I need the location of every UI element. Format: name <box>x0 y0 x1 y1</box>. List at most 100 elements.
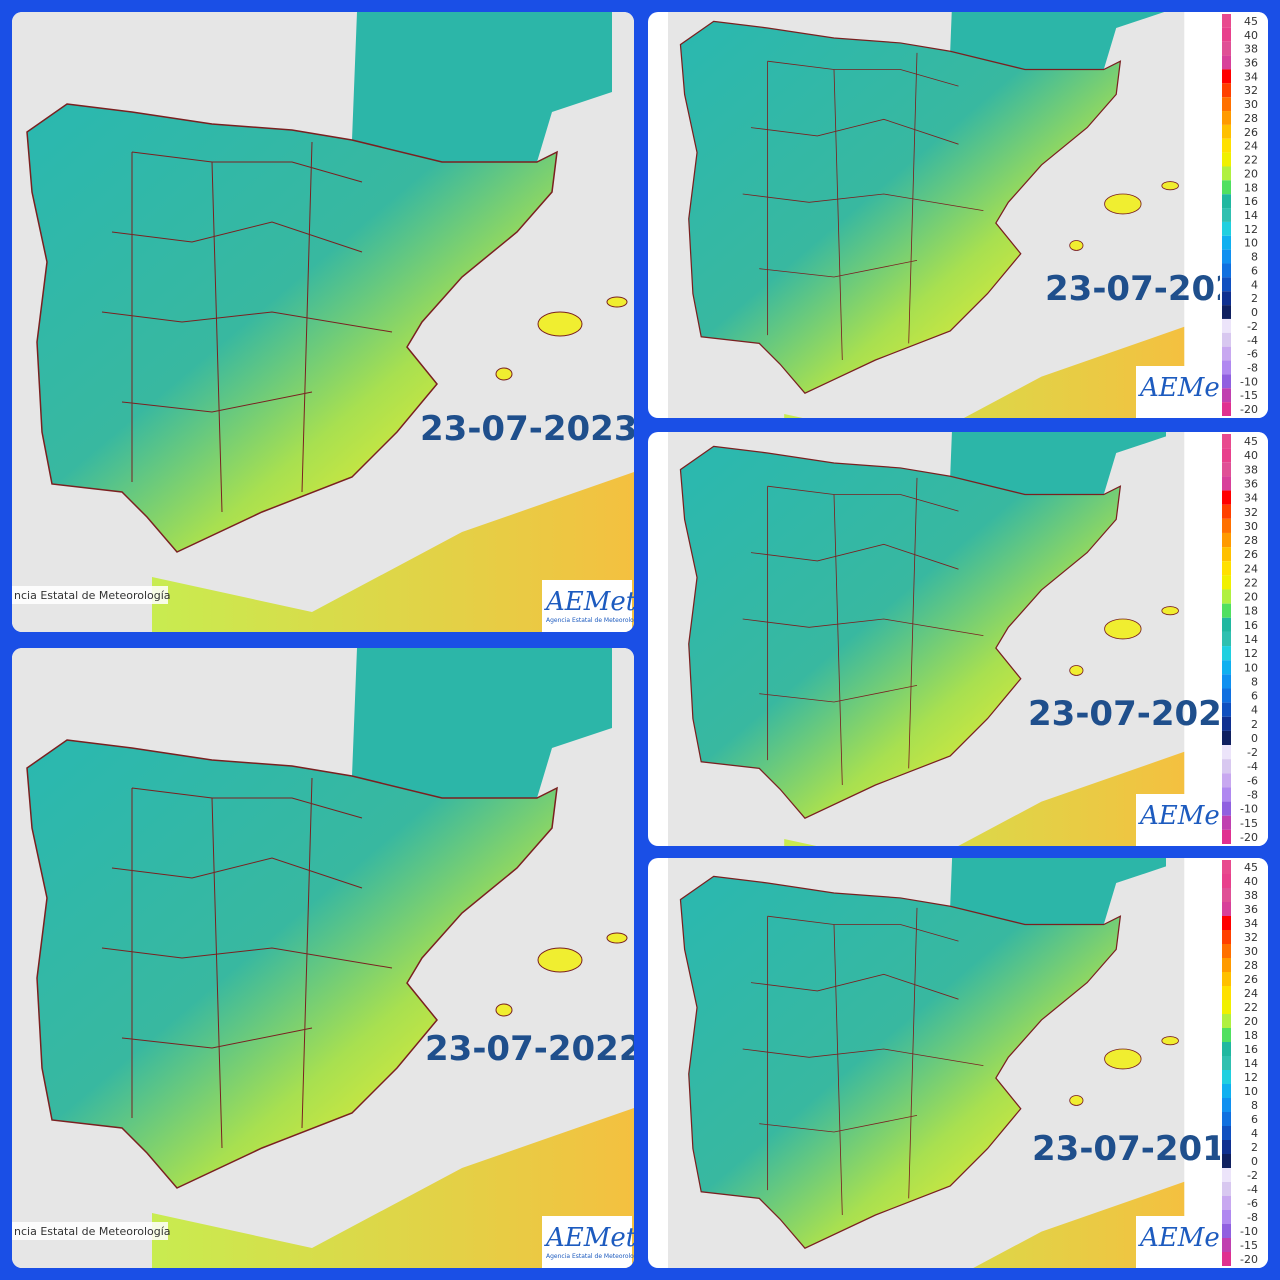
legend-label: 38 <box>1244 43 1258 56</box>
legend-swatch <box>1222 603 1231 618</box>
legend-label: -2 <box>1247 320 1258 333</box>
legend-swatch <box>1222 208 1231 222</box>
legend-swatch <box>1222 291 1231 306</box>
legend-label: 45 <box>1244 435 1258 448</box>
map <box>667 12 1185 418</box>
legend-label: 40 <box>1244 29 1258 42</box>
legend-label: -4 <box>1247 760 1258 773</box>
legend-swatch <box>1222 759 1231 774</box>
date-label: 23-07-2023 <box>420 409 637 449</box>
map-panel: 23-07-2020AEMet4540383634323028262422201… <box>648 432 1268 846</box>
legend-label: 36 <box>1244 57 1258 70</box>
legend-label: 6 <box>1251 1113 1258 1126</box>
logo-subtitle: Agencia Estatal de Meteorología <box>546 1253 643 1260</box>
legend-swatch <box>1222 1210 1231 1224</box>
legend-swatch <box>1222 1140 1231 1154</box>
legend-label: 28 <box>1244 959 1258 972</box>
legend-swatch <box>1222 235 1231 250</box>
legend-swatch <box>1222 902 1231 916</box>
legend-label: 28 <box>1244 534 1258 547</box>
legend-label: -15 <box>1240 389 1258 402</box>
logo-box <box>542 1216 632 1268</box>
logo-subtitle: Agencia Estatal de Meteorología <box>546 617 643 624</box>
legend-label: 40 <box>1244 449 1258 462</box>
legend-label: 22 <box>1244 154 1258 167</box>
legend-label: 20 <box>1244 167 1258 180</box>
legend-swatch <box>1222 318 1231 333</box>
legend-swatch <box>1222 888 1231 902</box>
legend-swatch <box>1222 249 1231 264</box>
legend-swatch <box>1222 166 1231 181</box>
legend-label: -10 <box>1240 803 1258 816</box>
legend-label: -4 <box>1247 334 1258 347</box>
legend-swatch <box>1222 787 1231 802</box>
logo-box <box>542 580 632 632</box>
legend-swatch <box>1222 916 1231 930</box>
legend-swatch <box>1222 860 1231 874</box>
logo-box <box>1136 1216 1226 1268</box>
legend-label: 22 <box>1244 576 1258 589</box>
legend-swatch <box>1222 1112 1231 1126</box>
logo: AEMet <box>1138 373 1231 403</box>
legend-label: 16 <box>1244 1043 1258 1056</box>
legend-swatch <box>1222 83 1231 98</box>
legend-swatch <box>1222 745 1231 760</box>
legend-label: 14 <box>1244 209 1258 222</box>
legend-label: 34 <box>1244 70 1258 83</box>
legend-label: 2 <box>1251 292 1258 305</box>
date-label: 23-07-2019 <box>1032 1129 1249 1169</box>
legend-label: 26 <box>1244 548 1258 561</box>
legend-swatch <box>1222 14 1231 28</box>
legend-swatch <box>1222 874 1231 888</box>
legend-label: 0 <box>1251 732 1258 745</box>
legend-label: 18 <box>1244 605 1258 618</box>
legend-label: 6 <box>1251 264 1258 277</box>
legend-swatch <box>1222 532 1231 548</box>
legend-label: -20 <box>1240 1253 1258 1266</box>
legend-swatch <box>1222 1084 1231 1098</box>
legend-label: 34 <box>1244 917 1258 930</box>
legend-swatch <box>1222 111 1231 125</box>
legend-swatch <box>1222 773 1231 788</box>
logo: AEMet <box>544 1223 637 1253</box>
legend-label: -10 <box>1240 1225 1258 1238</box>
legend-label: -6 <box>1247 348 1258 361</box>
legend-swatch <box>1222 1182 1231 1196</box>
legend-label: 14 <box>1244 633 1258 646</box>
legend-label: -2 <box>1247 1169 1258 1182</box>
legend-swatch <box>1222 1168 1231 1182</box>
legend-label: -15 <box>1240 1239 1258 1252</box>
legend-swatch <box>1222 346 1231 361</box>
legend-swatch <box>1222 1070 1231 1084</box>
map-panel: 23-07-2019AEMet4540383634323028262422201… <box>648 858 1268 1268</box>
legend-label: 6 <box>1251 690 1258 703</box>
legend-label: -20 <box>1240 831 1258 844</box>
legend-swatch <box>1222 631 1231 647</box>
legend-label: 18 <box>1244 181 1258 194</box>
legend-swatch <box>1222 801 1231 816</box>
legend-swatch <box>1222 944 1231 958</box>
legend-label: -20 <box>1240 403 1258 416</box>
legend-swatch <box>1222 986 1231 1000</box>
legend-swatch <box>1222 277 1231 292</box>
legend-swatch <box>1222 646 1231 661</box>
date-label: 23-07-2022 <box>425 1029 642 1069</box>
legend-swatch <box>1222 547 1231 562</box>
logo: AEMet <box>1138 1223 1231 1253</box>
legend-swatch <box>1222 138 1231 153</box>
legend-swatch <box>1222 374 1231 389</box>
legend-swatch <box>1222 263 1231 278</box>
legend-swatch <box>1222 27 1231 42</box>
legend-label: 36 <box>1244 477 1258 490</box>
map <box>12 648 634 1268</box>
legend-swatch <box>1222 958 1231 972</box>
legend-label: 10 <box>1244 1085 1258 1098</box>
logo-box <box>1136 794 1226 846</box>
legend-label: 32 <box>1244 84 1258 97</box>
legend-swatch <box>1222 589 1231 604</box>
legend-swatch <box>1222 388 1231 403</box>
legend-label: 26 <box>1244 973 1258 986</box>
legend-label: 28 <box>1244 112 1258 125</box>
legend-label: 20 <box>1244 591 1258 604</box>
